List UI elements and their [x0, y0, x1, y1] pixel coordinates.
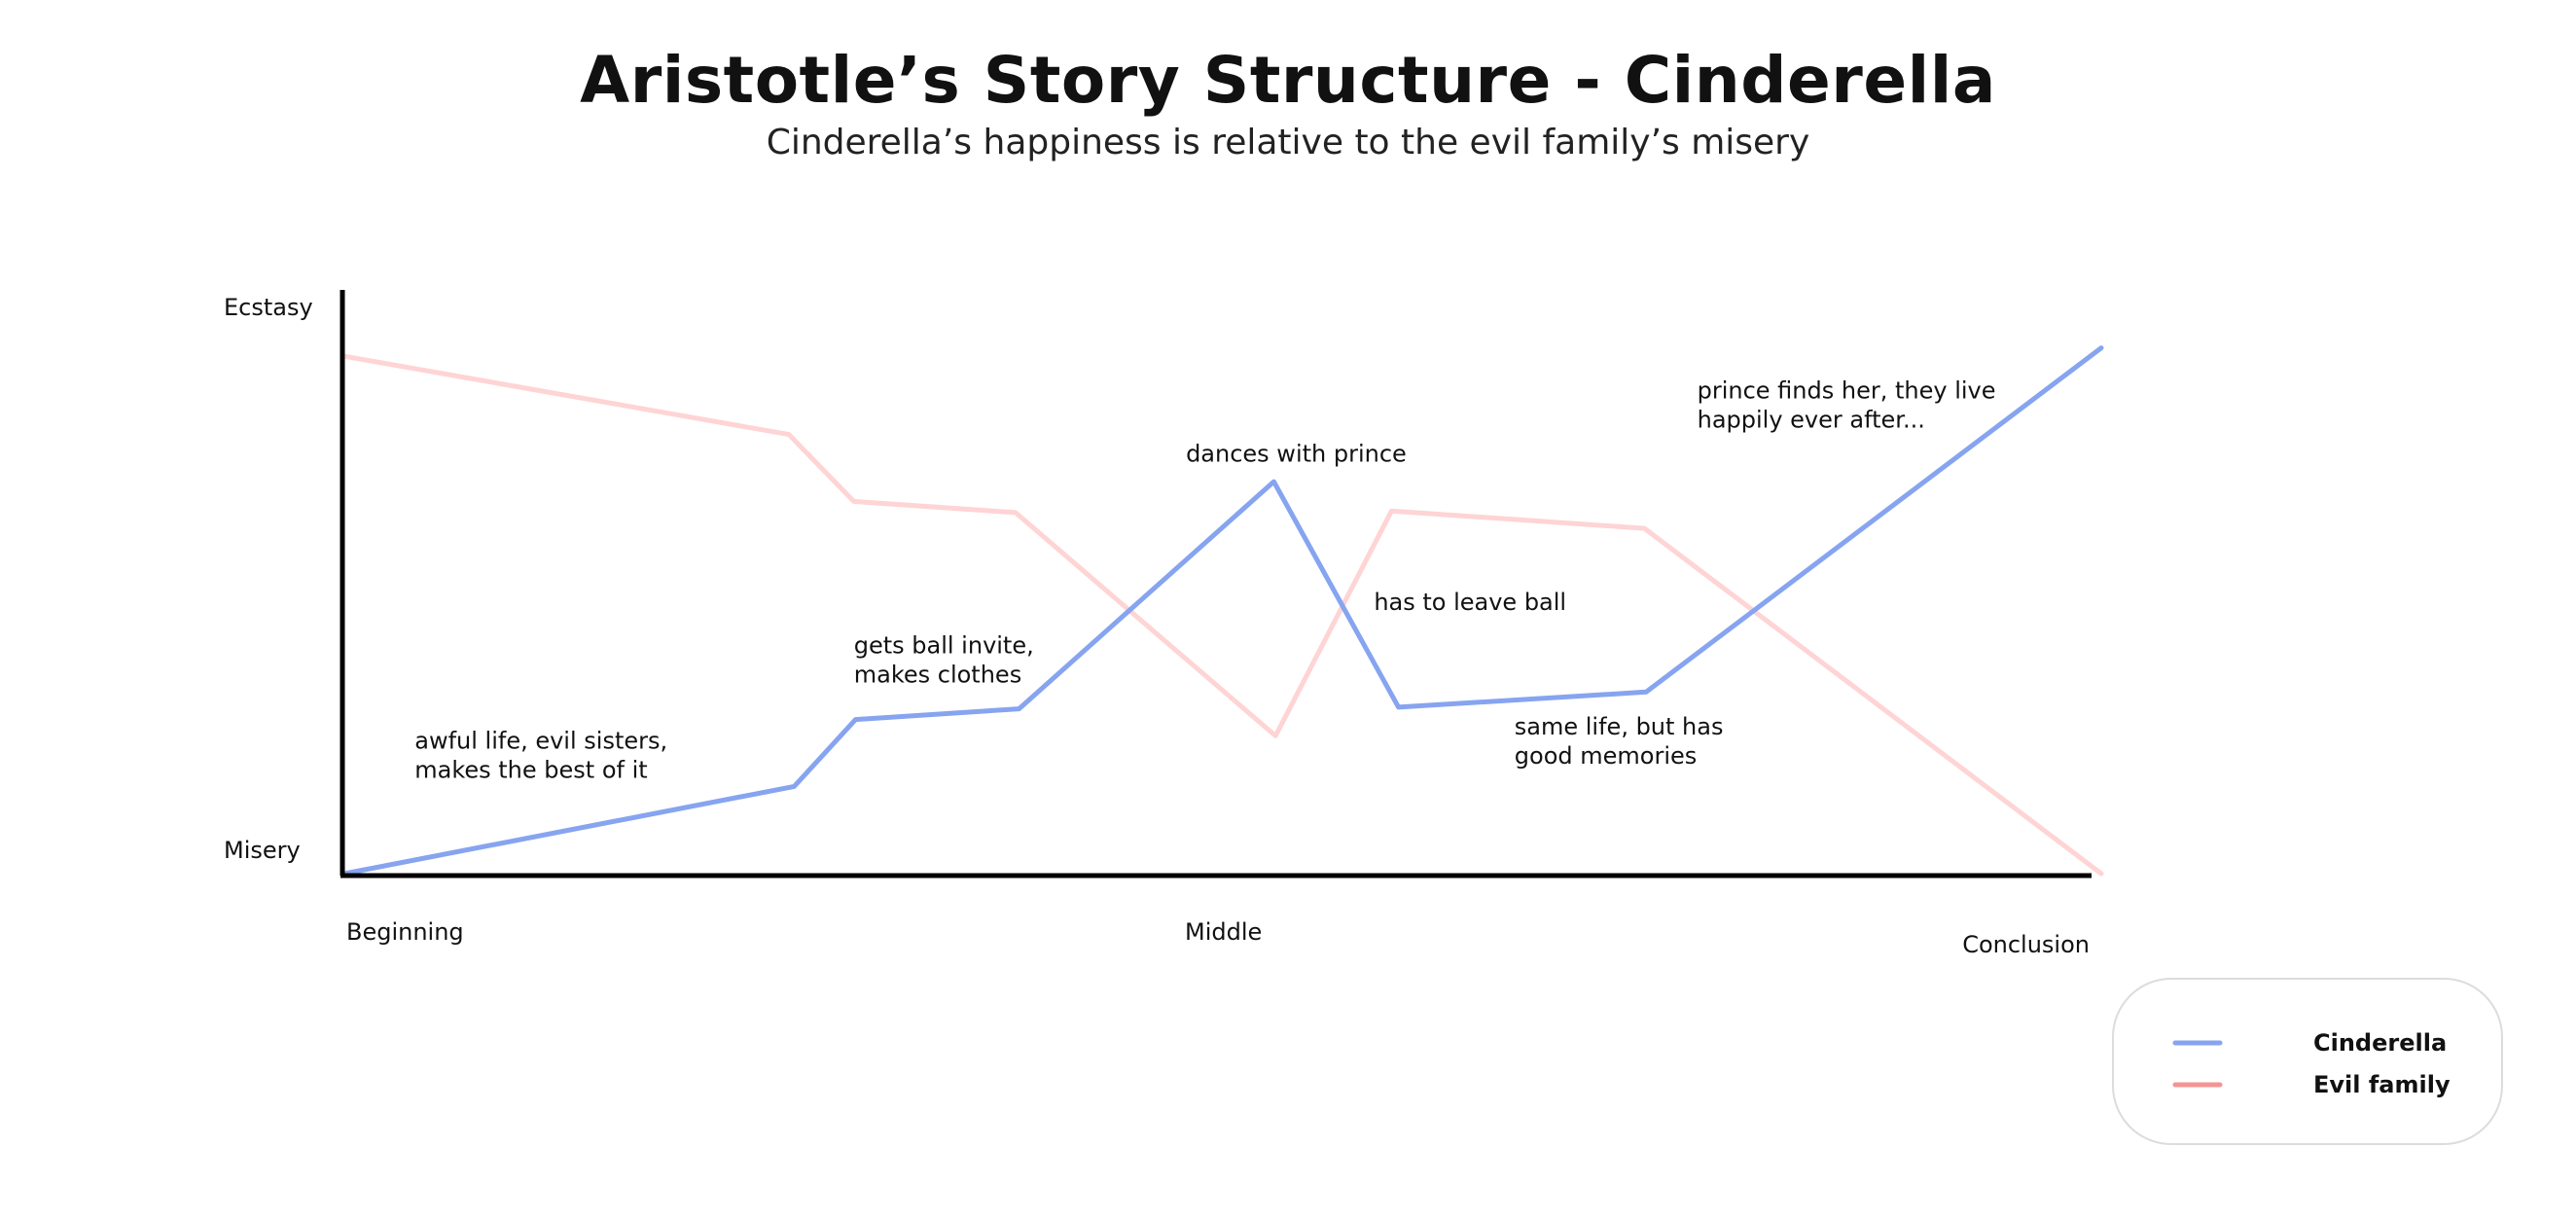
annotation-line: dances with prince: [1186, 440, 1407, 467]
y-tick-label-misery: Misery: [224, 837, 301, 864]
annotation-line: happily ever after...: [1698, 407, 1925, 434]
annotation-1: awful life, evil sisters,makes the best …: [414, 728, 667, 784]
series-layer: [341, 345, 2104, 877]
chart-title: Aristotle’s Story Structure - Cinderella: [580, 43, 1996, 118]
annotation-line: prince finds her, they live: [1698, 377, 1996, 405]
legend-label-cinderella: Cinderella: [2313, 1029, 2447, 1057]
annotation-4: has to leave ball: [1374, 589, 1566, 616]
annotation-line: good memories: [1515, 742, 1697, 770]
annotation-line: makes clothes: [854, 661, 1021, 688]
series-line-evil-family: [341, 353, 2104, 877]
x-tick-label-beginning: Beginning: [346, 918, 464, 946]
chart-subtitle: Cinderella’s happiness is relative to th…: [766, 123, 1810, 162]
y-tick-label-ecstasy: Ecstasy: [224, 294, 313, 321]
legend-box: [2112, 978, 2503, 1145]
annotation-line: same life, but has: [1515, 713, 1724, 740]
annotation-line: has to leave ball: [1374, 589, 1566, 616]
tick-label-layer: Misery Ecstasy Beginning Middle Conclusion: [224, 294, 2090, 958]
legend-label-evil-family: Evil family: [2313, 1071, 2451, 1098]
x-tick-label-conclusion: Conclusion: [1962, 931, 2090, 958]
series-line-cinderella: [341, 345, 2104, 877]
annotation-line: gets ball invite,: [854, 631, 1034, 659]
annotation-line: makes the best of it: [414, 757, 647, 784]
annotation-2: gets ball invite,makes clothes: [854, 631, 1034, 688]
annotation-3: dances with prince: [1186, 440, 1407, 467]
legend: Cinderella Evil family: [2112, 978, 2503, 1145]
x-tick-label-middle: Middle: [1185, 918, 1262, 946]
annotation-line: awful life, evil sisters,: [414, 728, 667, 755]
annotation-layer: awful life, evil sisters,makes the best …: [414, 377, 1995, 784]
